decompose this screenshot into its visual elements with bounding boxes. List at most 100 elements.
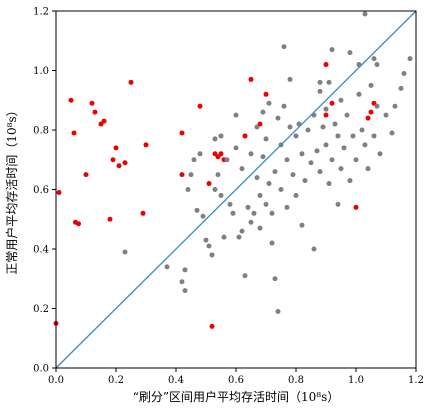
x-tick-label: 0.6	[228, 375, 244, 386]
data-point	[89, 100, 95, 106]
data-point	[275, 115, 281, 121]
data-point	[218, 151, 224, 157]
data-point	[329, 100, 335, 106]
x-tick-label: 0.8	[288, 375, 304, 386]
data-point	[236, 234, 242, 240]
data-point	[287, 76, 293, 82]
y-tick-label: 0.6	[33, 185, 49, 196]
data-points-layer	[53, 11, 413, 329]
data-point	[338, 166, 344, 172]
data-point	[101, 118, 107, 124]
data-point	[260, 154, 266, 160]
data-point	[182, 288, 188, 294]
y-tick-label: 0.0	[33, 364, 49, 375]
data-point	[374, 62, 380, 68]
data-point	[263, 201, 269, 207]
data-point	[110, 157, 116, 163]
data-point	[323, 112, 329, 118]
data-point	[191, 157, 197, 163]
data-point	[263, 91, 269, 97]
data-point	[335, 201, 341, 207]
data-point	[323, 106, 329, 112]
data-point	[368, 82, 374, 88]
data-point	[332, 121, 338, 127]
data-point	[326, 181, 332, 187]
y-tick-label: 0.8	[33, 126, 49, 137]
data-point	[401, 70, 407, 76]
data-point	[347, 50, 353, 56]
data-point	[164, 264, 170, 270]
data-point	[209, 323, 215, 329]
data-point	[179, 130, 185, 136]
data-point	[185, 187, 191, 192]
data-point	[287, 124, 293, 130]
data-point	[227, 201, 233, 207]
data-point	[76, 221, 81, 227]
data-point	[338, 97, 344, 103]
data-point	[317, 169, 323, 175]
data-point	[116, 163, 122, 169]
data-point	[260, 109, 266, 115]
data-point	[278, 187, 284, 192]
data-point	[221, 234, 227, 240]
data-point	[335, 133, 341, 139]
data-point	[269, 240, 275, 246]
data-point	[206, 243, 212, 249]
data-point	[128, 79, 134, 85]
axis-ticks: 0.0 0.2 0.4 0.6 0.8 1.0 1.2 0.0 0.2 0.4 0.6 0.8 1.0 1…	[33, 7, 424, 387]
data-point	[263, 136, 269, 142]
data-point	[326, 79, 332, 85]
x-tick-label: 1.0	[348, 375, 364, 386]
data-point	[317, 79, 323, 85]
data-point	[224, 157, 230, 163]
data-point	[218, 192, 224, 198]
data-point	[257, 192, 263, 198]
data-point	[374, 103, 380, 109]
data-point	[353, 204, 359, 210]
data-point	[83, 172, 89, 178]
data-point	[341, 145, 347, 151]
data-point	[248, 76, 254, 82]
data-point	[251, 210, 257, 216]
x-axis-title: “刷分”区间用户平均存活时间（10⁸s）	[133, 389, 340, 404]
data-point	[305, 127, 311, 133]
data-point	[92, 109, 98, 115]
data-point	[272, 276, 278, 282]
data-point	[266, 100, 272, 106]
x-tick-label: 1.2	[408, 375, 424, 386]
data-point	[209, 252, 215, 258]
data-point	[281, 44, 287, 50]
data-point	[407, 56, 413, 62]
data-point	[299, 222, 305, 228]
data-point	[362, 11, 368, 17]
y-tick-label: 1.2	[33, 7, 49, 18]
data-point	[344, 112, 350, 118]
data-point	[107, 216, 113, 222]
data-point	[377, 151, 383, 157]
data-point	[290, 172, 296, 178]
data-point	[248, 151, 254, 157]
data-point	[182, 267, 188, 273]
data-point	[383, 112, 389, 118]
data-point	[200, 213, 206, 219]
data-point	[179, 172, 185, 178]
data-point	[293, 192, 299, 198]
data-point	[359, 127, 365, 133]
data-point	[71, 130, 77, 136]
data-point	[113, 145, 119, 151]
data-point	[371, 133, 377, 139]
data-point	[299, 151, 305, 157]
data-point	[122, 160, 128, 166]
data-point	[314, 148, 320, 154]
data-point	[56, 189, 62, 195]
data-point	[356, 91, 362, 97]
data-point	[371, 56, 377, 62]
reference-line	[55, 10, 417, 369]
data-point	[272, 169, 278, 175]
data-point	[179, 279, 185, 285]
data-point	[215, 172, 221, 178]
data-point	[212, 187, 218, 192]
data-point	[239, 228, 245, 234]
data-point	[233, 112, 239, 118]
